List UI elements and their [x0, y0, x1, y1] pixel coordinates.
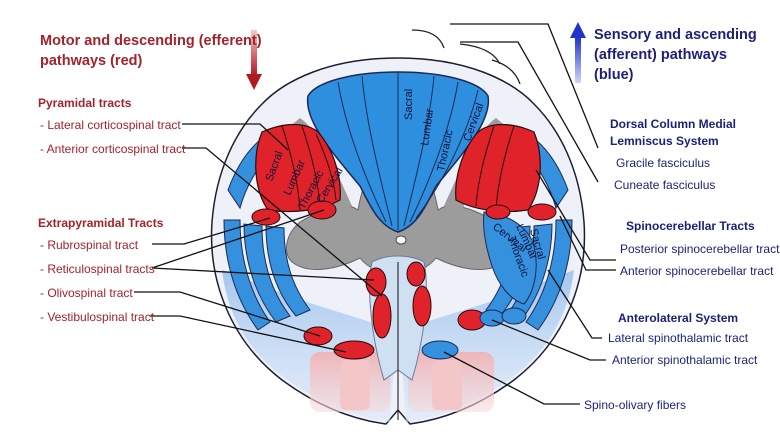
anterior-spinothalamic-label: Anterior spinothalamic tract — [612, 353, 758, 367]
motor-header-line-2: pathways (red) — [40, 53, 143, 69]
spinocerebellar-title: Spinocerebellar Tracts — [626, 219, 755, 233]
left-corticospinal-divisions — [281, 125, 337, 211]
dorsal-column-title-line-1: Dorsal Column Medial — [610, 117, 737, 131]
descending-arrow-icon — [246, 30, 262, 90]
anterolateral-title: Anterolateral System — [618, 311, 739, 325]
anterior-faded-red-inner-right — [432, 360, 462, 410]
left-lateral-corticospinal — [255, 123, 341, 213]
lateral-spinothalamic-label: Lateral spinothalamic tract — [608, 331, 749, 345]
vestibulospinal-label: - Vestibulospinal tract — [40, 310, 155, 324]
dorsal-column-divisions — [337, 72, 479, 230]
central-canal — [395, 235, 407, 245]
right-segment-labels: Cervical Lumbar Thoracic Sacral — [490, 221, 547, 279]
dorsal-segment-sacral: Sacral — [403, 89, 415, 120]
sensory-header-line-3: (blue) — [594, 67, 634, 83]
reticulospinal-label: - Reticulospinal tracts — [40, 262, 155, 276]
cuneate-fasciculus-label: Cuneate fasciculus — [614, 178, 716, 192]
anterior-faded-red-inner-left — [340, 360, 370, 410]
dorsal-segment-lumbar: Lumbar — [419, 107, 436, 146]
lateral-corticospinal-label: - Lateral corticospinal tract — [40, 118, 181, 132]
gracile-fasciculus-label: Gracile fasciculus — [616, 156, 711, 170]
leader-lines — [134, 23, 616, 405]
dorsal-column-title-line-2: Lemniscus System — [610, 134, 719, 148]
sensory-header-line-1: Sensory and ascending — [594, 27, 757, 43]
dorsal-brackets — [411, 29, 521, 85]
pyramidal-title: Pyramidal tracts — [38, 96, 132, 110]
extrapyramidal-title: Extrapyramidal Tracts — [38, 216, 164, 230]
sensory-header-line-2: (afferent) pathways — [594, 47, 727, 63]
right-spinothalamic-red — [455, 123, 541, 213]
rubrospinal-label: - Rubrospinal tract — [40, 238, 139, 252]
right-red-divisions — [475, 125, 515, 211]
anterior-corticospinal-label: - Anterior corticospinal tract — [40, 142, 186, 156]
spino-olivary-label: Spino-olivary fibers — [584, 398, 687, 412]
ascending-arrow-icon — [570, 22, 586, 83]
motor-header-line-1: Motor and descending (efferent) — [40, 33, 262, 49]
right-inner-blue-columns — [483, 211, 537, 305]
olivospinal-label: - Olivospinal tract — [40, 286, 133, 300]
posterior-spinocerebellar-label: Posterior spinocerebellar tract — [620, 242, 780, 256]
anterior-spinocerebellar-label: Anterior spinocerebellar tract — [620, 264, 774, 278]
